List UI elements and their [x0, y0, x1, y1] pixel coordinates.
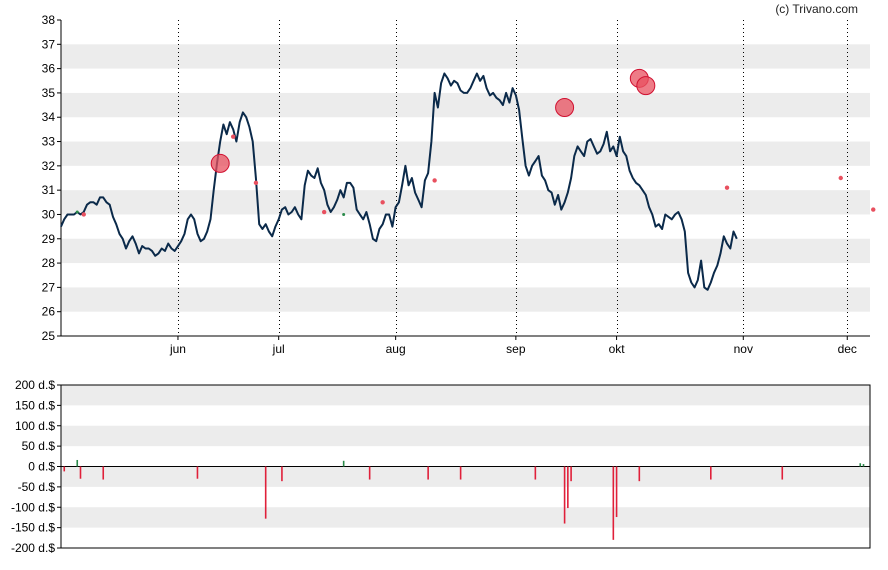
- buy-marker: [75, 210, 79, 214]
- insider-trade-marker: [724, 185, 730, 190]
- volume-bar: [709, 466, 712, 480]
- y-tick-label: 28: [42, 256, 56, 270]
- y-tick-label: 30: [42, 207, 56, 221]
- y-tick-label: 150 d.$: [15, 398, 55, 412]
- y-tick-label: 36: [42, 62, 56, 76]
- y-tick-label: 27: [42, 280, 56, 294]
- volume-bar: [862, 464, 865, 467]
- price-panel: 25 26 27 28 29 30 31 32 33 34 35 36 37 38 jun jul aug sep…: [42, 13, 876, 356]
- grid-band: [61, 287, 870, 312]
- y-tick-label: 38: [42, 13, 56, 27]
- y-tick-label: 200 d.$: [15, 378, 55, 392]
- y-tick-label: 100 d.$: [15, 419, 55, 433]
- x-tick-label: aug: [386, 342, 406, 356]
- volume-bar: [570, 466, 572, 482]
- volume-bar: [459, 466, 462, 480]
- source-credit: (c) Trivano.com: [775, 2, 858, 16]
- y-tick-label: 32: [42, 159, 56, 173]
- volume-bar: [615, 466, 618, 518]
- volume-bar: [859, 463, 862, 467]
- volume-bar: [76, 459, 79, 467]
- y-tick-label: 31: [42, 183, 56, 197]
- volume-bar: [638, 466, 641, 482]
- volume-bar: [63, 466, 66, 472]
- volume-bar: [79, 466, 82, 479]
- grid-band: [61, 92, 870, 118]
- insider-trade-marker: [555, 98, 575, 118]
- y-tick-label: 50 d.$: [22, 439, 56, 453]
- x-tick-label: dec: [838, 342, 857, 356]
- insider-trade-marker: [432, 178, 437, 183]
- volume-bar: [427, 466, 429, 480]
- volume-bar: [563, 466, 566, 524]
- insider-trade-marker: [230, 134, 236, 139]
- grid-band: [61, 141, 870, 166]
- insider-trade-marker: [380, 200, 385, 205]
- insider-trade-marker: [81, 212, 86, 217]
- grid-band: [61, 44, 870, 69]
- y-tick-label: 37: [42, 37, 56, 51]
- y-tick-label: 35: [42, 86, 56, 100]
- insider-trade-marker: [871, 207, 876, 212]
- insider-trade-marker: [321, 209, 327, 215]
- volume-panel: 200 d.$ 150 d.$ 100 d.$ 50 d.$ 0 d.$ -50 d.$ -…: [11, 378, 871, 555]
- y-tick-label: -150 d.$: [11, 521, 55, 535]
- insider-trade-marker: [838, 175, 843, 181]
- y-tick-label: -50 d.$: [18, 480, 56, 494]
- volume-bar: [281, 466, 283, 482]
- insider-trade-marker: [253, 180, 259, 186]
- grid-band: [61, 238, 870, 264]
- volume-bar: [342, 460, 345, 467]
- grid-band: [61, 466, 870, 487]
- x-tick-label: sep: [506, 342, 526, 356]
- y-tick-label: 0 d.$: [28, 460, 55, 474]
- y-tick-label: -200 d.$: [11, 541, 55, 555]
- volume-bar: [567, 466, 569, 509]
- volume-bar: [264, 466, 267, 519]
- y-tick-label: 26: [42, 305, 56, 319]
- volume-bar: [196, 466, 199, 479]
- insider-trade-marker: [210, 153, 230, 173]
- y-tick-label: 29: [42, 232, 56, 246]
- grid-band: [61, 190, 870, 215]
- buy-marker: [342, 212, 346, 216]
- volume-bar: [368, 466, 371, 480]
- insider-trade-marker: [636, 76, 656, 96]
- volume-bar: [781, 466, 784, 480]
- volume-bar: [534, 466, 537, 480]
- grid-band: [61, 425, 870, 447]
- grid-band: [61, 507, 870, 528]
- x-tick-label: jun: [169, 342, 186, 356]
- volume-bar: [102, 466, 105, 480]
- x-tick-label: nov: [734, 342, 753, 356]
- y-tick-label: 25: [42, 329, 56, 343]
- price-line: [60, 72, 738, 291]
- grid-band: [61, 385, 870, 406]
- volume-bar: [612, 466, 615, 540]
- y-tick-label: -100 d.$: [11, 500, 55, 514]
- x-tick-label: jul: [272, 342, 285, 356]
- y-tick-label: 33: [42, 135, 56, 149]
- x-tick-label: okt: [609, 342, 626, 356]
- y-tick-label: 34: [42, 110, 56, 124]
